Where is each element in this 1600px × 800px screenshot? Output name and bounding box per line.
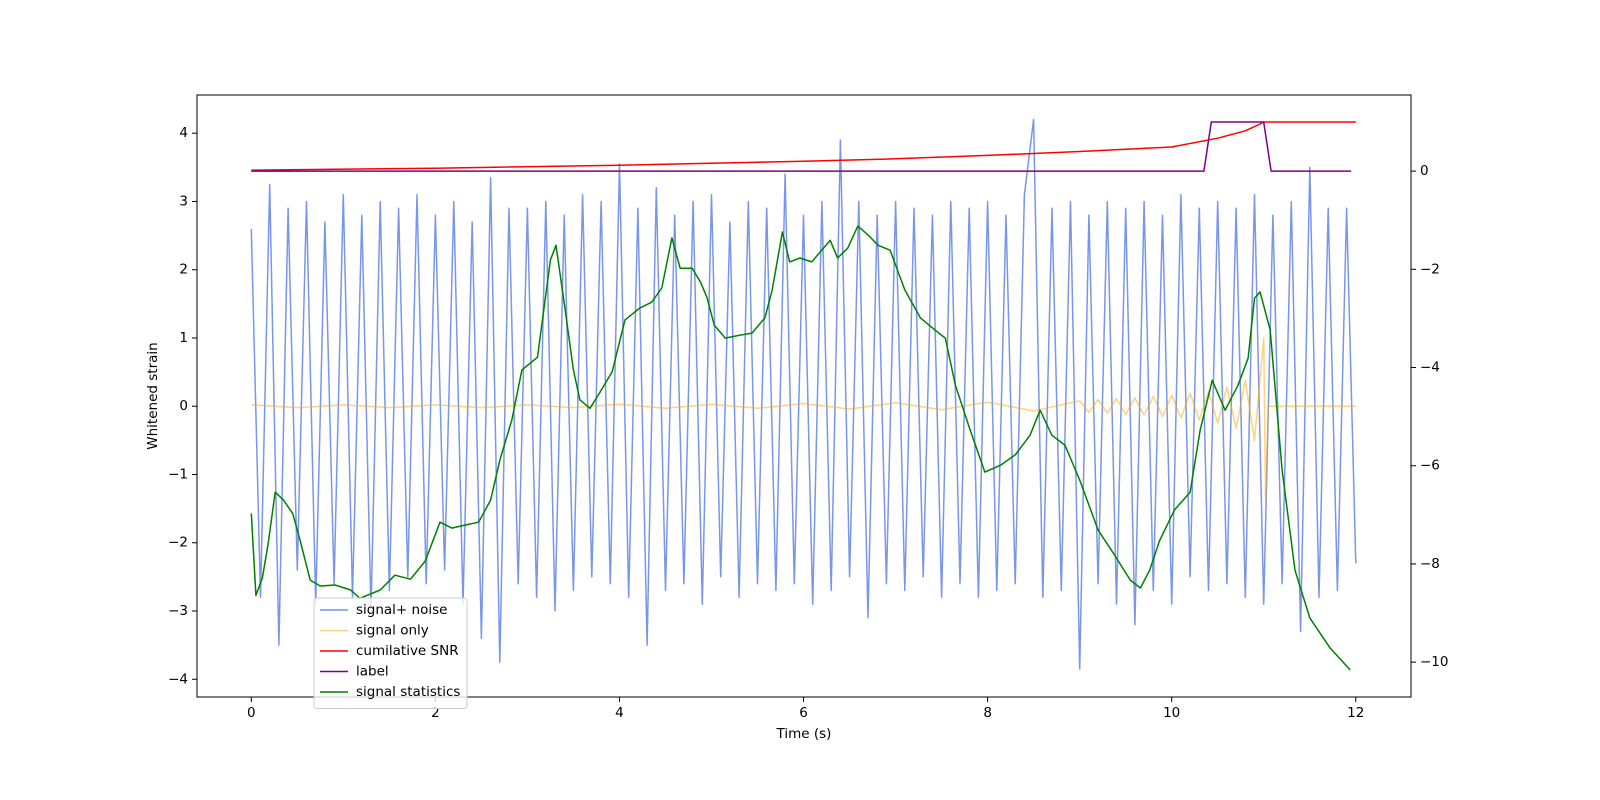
y2-tick-label: −10 bbox=[1420, 654, 1449, 670]
x-axis-label: Time (s) bbox=[776, 726, 832, 742]
legend-box bbox=[313, 597, 468, 709]
series-line bbox=[250, 225, 1351, 671]
series-line bbox=[250, 118, 1357, 670]
y-tick-label: 4 bbox=[179, 125, 188, 141]
series-line bbox=[251, 121, 1352, 172]
y-tick-label: 3 bbox=[179, 193, 188, 209]
legend-label: signal statistics bbox=[356, 684, 460, 700]
x-tick-label: 0 bbox=[247, 705, 256, 721]
x-tick-label: 10 bbox=[1163, 705, 1180, 721]
x-tick-label: 12 bbox=[1347, 705, 1364, 721]
y-tick-label: 1 bbox=[179, 330, 188, 346]
y-axis-label: Whitened strain bbox=[145, 342, 161, 449]
y2-tick-label: 0 bbox=[1420, 163, 1429, 179]
y2-tick-label: −8 bbox=[1420, 556, 1440, 572]
x-tick-label: 6 bbox=[799, 705, 808, 721]
y-tick-label: 0 bbox=[179, 398, 188, 414]
x-tick-label: 2 bbox=[431, 705, 440, 721]
x-tick-label: 4 bbox=[615, 705, 624, 721]
y2-tick-label: −2 bbox=[1420, 261, 1440, 277]
y-tick-label: −1 bbox=[168, 466, 188, 482]
legend-label: signal+ noise bbox=[356, 602, 447, 618]
x-tick-label: 8 bbox=[983, 705, 992, 721]
legend-label: label bbox=[356, 664, 389, 680]
y2-tick-label: −4 bbox=[1420, 360, 1440, 376]
y-tick-label: 2 bbox=[179, 262, 188, 278]
y-tick-label: −4 bbox=[168, 671, 188, 687]
legend-label: signal only bbox=[356, 623, 429, 639]
legend-label: cumilative SNR bbox=[356, 643, 459, 659]
y-tick-label: −2 bbox=[168, 535, 188, 551]
y2-tick-label: −6 bbox=[1420, 458, 1440, 474]
series-line bbox=[251, 337, 1356, 503]
series-line bbox=[251, 121, 1356, 171]
y-tick-label: −3 bbox=[168, 603, 188, 619]
